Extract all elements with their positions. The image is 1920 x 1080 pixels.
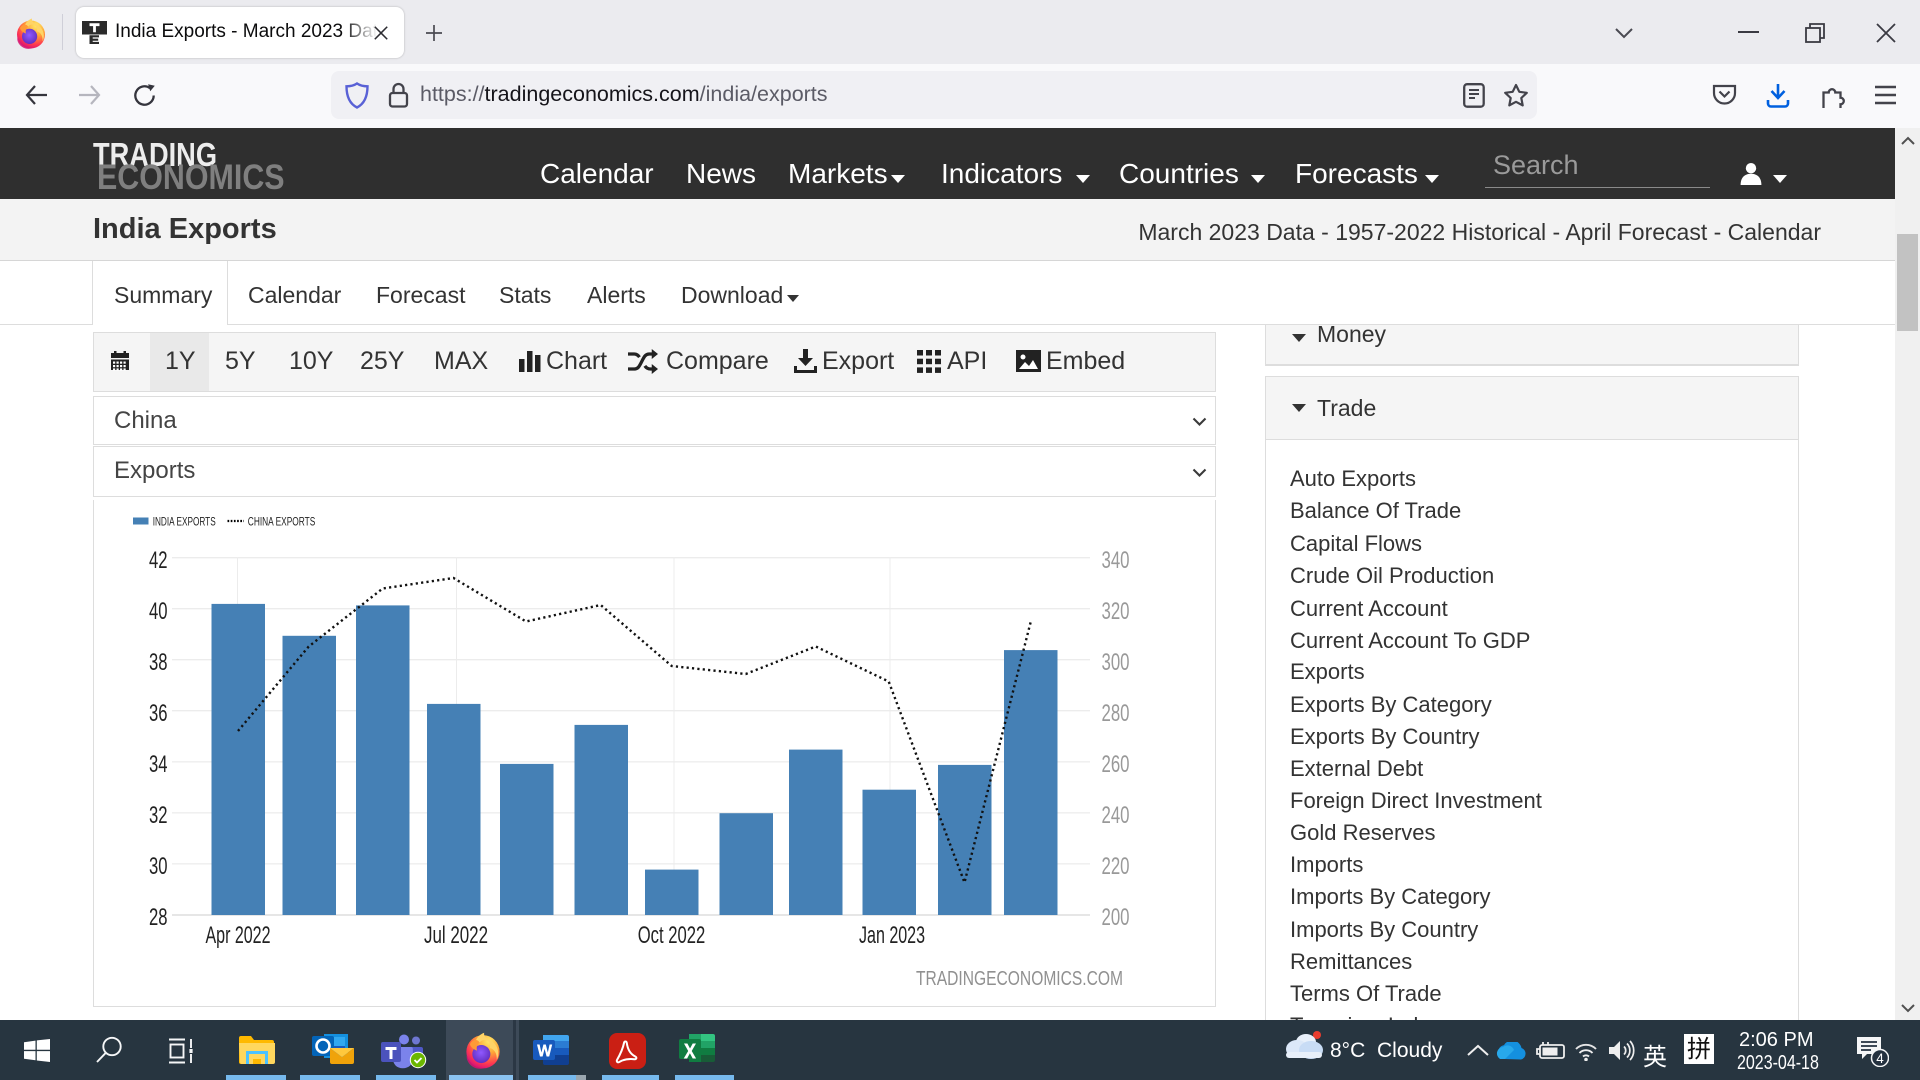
svg-text:300: 300 [1102, 649, 1130, 676]
svg-text:4: 4 [1876, 1051, 1884, 1066]
svg-text:340: 340 [1102, 547, 1130, 574]
svg-text:28: 28 [149, 904, 168, 931]
svg-text:42: 42 [149, 547, 168, 574]
svg-text:30: 30 [149, 853, 168, 880]
svg-text:200: 200 [1102, 904, 1130, 931]
svg-text:Oct 2022: Oct 2022 [638, 922, 706, 949]
svg-text:260: 260 [1102, 751, 1130, 778]
svg-text:Jul 2022: Jul 2022 [424, 922, 488, 949]
svg-text:36: 36 [149, 700, 168, 727]
svg-text:320: 320 [1102, 598, 1130, 625]
svg-text:CHINA EXPORTS: CHINA EXPORTS [248, 517, 316, 529]
svg-text:40: 40 [149, 598, 168, 625]
svg-text:TRADINGECONOMICS.COM: TRADINGECONOMICS.COM [916, 968, 1123, 990]
svg-text:Apr 2022: Apr 2022 [206, 922, 271, 949]
svg-text:240: 240 [1102, 802, 1130, 829]
svg-text:34: 34 [149, 751, 168, 778]
svg-text:Jan 2023: Jan 2023 [859, 922, 925, 949]
svg-text:280: 280 [1102, 700, 1130, 727]
svg-text:38: 38 [149, 649, 168, 676]
svg-text:32: 32 [149, 802, 168, 829]
svg-text:INDIA EXPORTS: INDIA EXPORTS [153, 517, 216, 529]
svg-text:220: 220 [1102, 853, 1130, 880]
